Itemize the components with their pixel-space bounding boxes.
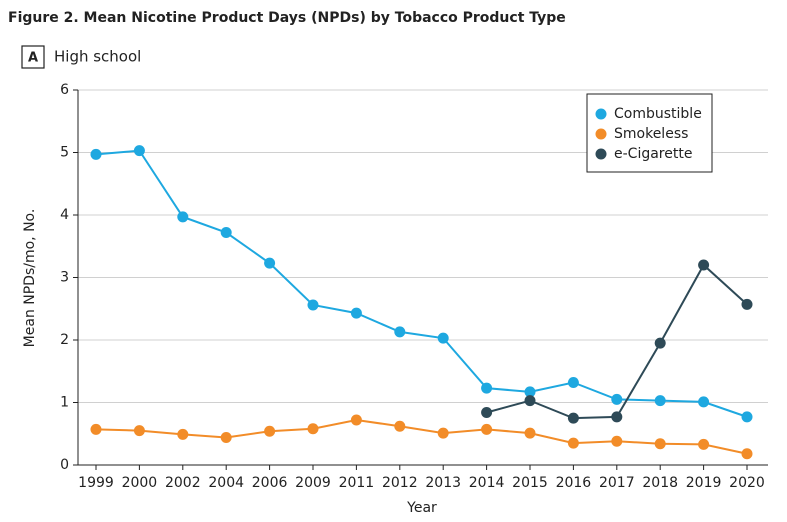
legend-marker (595, 148, 607, 160)
point (264, 257, 276, 269)
legend-label: Combustible (614, 106, 702, 122)
x-tick-label: 2018 (642, 475, 678, 491)
x-tick-label: 2016 (556, 475, 592, 491)
point (481, 382, 493, 394)
y-tick-label: 3 (60, 270, 69, 286)
legend-label: Smokeless (614, 126, 688, 142)
x-tick-label: 2011 (339, 475, 375, 491)
legend-box (586, 93, 713, 173)
point (220, 432, 232, 443)
x-tick-label: 2012 (382, 475, 418, 491)
x-tick-label: 2002 (165, 475, 201, 491)
point (394, 420, 406, 432)
point (133, 425, 145, 437)
point (741, 411, 753, 423)
x-tick-label: 2019 (686, 475, 722, 491)
point (611, 393, 623, 405)
subtitle: High school (54, 48, 141, 66)
point (481, 407, 493, 418)
point (307, 299, 319, 311)
point (307, 423, 319, 435)
point (611, 435, 623, 447)
point (264, 425, 276, 437)
point (741, 448, 753, 460)
x-tick-label: 2020 (729, 475, 765, 491)
point (220, 227, 232, 238)
y-tick-label: 1 (60, 395, 69, 411)
point (567, 437, 579, 449)
y-tick-label: 0 (60, 457, 69, 473)
point (90, 148, 102, 160)
x-axis-label: Year (406, 500, 437, 516)
point (654, 395, 666, 407)
y-tick-label: 5 (60, 145, 69, 161)
point (567, 412, 579, 424)
x-tick-label: 2009 (295, 475, 331, 491)
y-tick-label: 2 (60, 332, 69, 348)
x-tick-label: 2000 (122, 475, 158, 491)
series-line (95, 149, 748, 418)
point (698, 259, 710, 271)
x-tick-label: 2013 (425, 475, 461, 491)
point (524, 386, 536, 398)
legend-marker (595, 128, 607, 140)
point (177, 428, 189, 440)
point (567, 377, 579, 388)
point (481, 423, 493, 435)
y-tick-label: 6 (60, 82, 69, 98)
legend-label: e-Cigarette (614, 146, 692, 162)
point (177, 211, 189, 223)
panel-box (21, 45, 45, 69)
point (741, 298, 753, 310)
y-axis-label: Mean NPDs/mo, No. (22, 209, 38, 348)
point (350, 307, 362, 319)
point (698, 396, 710, 408)
chart-title: Figure 2. Mean Nicotine Product Days (NP… (8, 10, 566, 26)
y-tick-label: 4 (60, 207, 69, 223)
point (437, 427, 449, 439)
point (524, 427, 536, 439)
point (394, 326, 406, 338)
x-tick-label: 2017 (599, 475, 635, 491)
point (654, 438, 666, 450)
point (654, 337, 666, 349)
point (437, 332, 449, 344)
x-tick-label: 2006 (252, 475, 288, 491)
x-tick-label: 2015 (512, 475, 548, 491)
point (90, 423, 102, 435)
point (611, 411, 623, 423)
x-tick-label: 2014 (469, 475, 505, 491)
point (350, 414, 362, 426)
point (524, 395, 536, 407)
point (698, 438, 710, 450)
panel-label: A (28, 51, 38, 66)
point (133, 145, 145, 157)
x-tick-label: 2004 (208, 475, 244, 491)
legend-marker (595, 108, 607, 120)
x-tick-label: 1999 (78, 475, 114, 491)
series-line (95, 418, 748, 455)
